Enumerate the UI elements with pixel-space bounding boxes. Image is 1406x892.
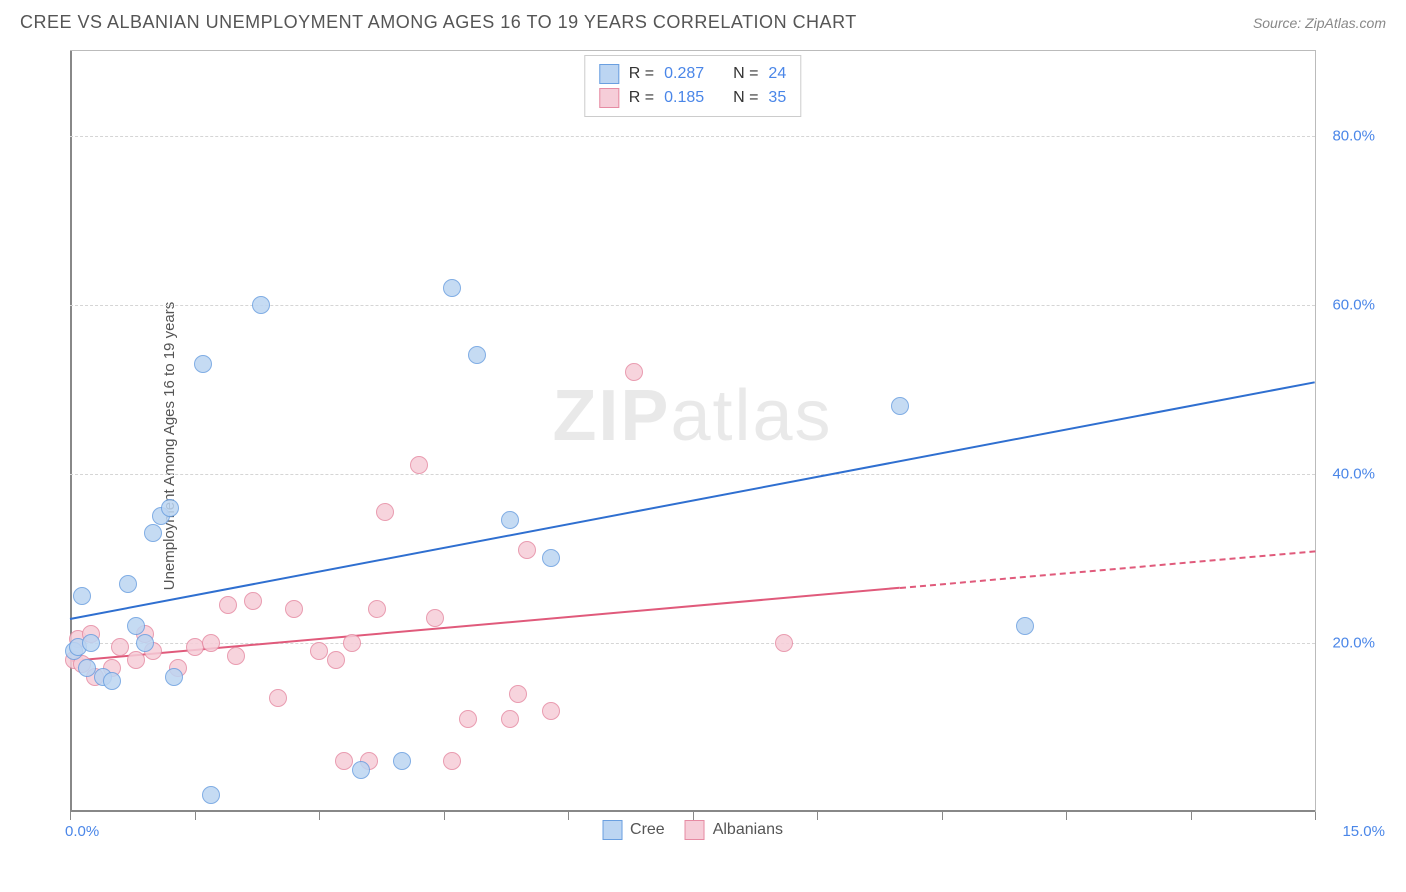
marker-cree [393,752,411,770]
r-label: R = [629,65,654,83]
marker-albanians [509,685,527,703]
marker-albanians [542,702,560,720]
marker-cree [194,355,212,373]
y-tick-label: 20.0% [1332,634,1375,651]
y-tick-label: 60.0% [1332,296,1375,313]
marker-cree [161,499,179,517]
marker-albanians [285,600,303,618]
marker-albanians [625,363,643,381]
swatch-cree-icon [602,820,622,840]
swatch-cree-icon [599,64,619,84]
marker-cree [352,761,370,779]
chart-title: CREE VS ALBANIAN UNEMPLOYMENT AMONG AGES… [20,12,857,33]
marker-cree [202,786,220,804]
y-tick-label: 80.0% [1332,127,1375,144]
marker-cree [144,524,162,542]
marker-cree [165,668,183,686]
marker-albanians [376,503,394,521]
swatch-albanians-icon [685,820,705,840]
marker-albanians [368,600,386,618]
r-value-albanians: 0.185 [664,89,704,107]
x-tick [1191,812,1192,820]
marker-cree [78,659,96,677]
marker-cree [127,617,145,635]
trend-line [900,550,1315,589]
y-tick-label: 40.0% [1332,465,1375,482]
marker-albanians [202,634,220,652]
marker-cree [252,296,270,314]
marker-albanians [459,710,477,728]
n-value-cree: 24 [768,65,786,83]
marker-albanians [127,651,145,669]
marker-albanians [219,596,237,614]
legend-stats-row-albanians: R = 0.185 N = 35 [599,86,786,110]
marker-albanians [518,541,536,559]
legend-item-albanians: Albanians [685,820,783,840]
marker-albanians [186,638,204,656]
x-tick [444,812,445,820]
x-tick [319,812,320,820]
marker-albanians [775,634,793,652]
legend-label-cree: Cree [630,821,665,839]
marker-albanians [244,592,262,610]
marker-cree [1016,617,1034,635]
marker-cree [443,279,461,297]
marker-albanians [501,710,519,728]
swatch-albanians-icon [599,88,619,108]
marker-albanians [426,609,444,627]
x-tick [70,812,71,820]
plot-area: ZIPatlas R = 0.287 N = 24 R = 0.185 N = … [70,50,1316,812]
y-axis-line [70,51,72,812]
marker-cree [136,634,154,652]
legend-label-albanians: Albanians [713,821,783,839]
n-value-albanians: 35 [768,89,786,107]
marker-cree [73,587,91,605]
marker-cree [82,634,100,652]
r-value-cree: 0.287 [664,65,704,83]
x-tick-max: 15.0% [1342,823,1385,840]
marker-cree [891,397,909,415]
marker-albanians [310,642,328,660]
n-label: N = [733,89,758,107]
x-tick-min: 0.0% [65,823,99,840]
legend-stats: R = 0.287 N = 24 R = 0.185 N = 35 [584,55,801,117]
gridline [70,136,1315,137]
x-tick [817,812,818,820]
marker-cree [542,549,560,567]
watermark-zip: ZIP [552,376,670,456]
r-label: R = [629,89,654,107]
watermark: ZIPatlas [552,375,832,457]
n-label: N = [733,65,758,83]
x-tick [568,812,569,820]
marker-cree [103,672,121,690]
marker-albanians [327,651,345,669]
trend-line [70,381,1315,620]
marker-albanians [335,752,353,770]
x-tick [1315,812,1316,820]
chart-container: Unemployment Among Ages 16 to 19 years Z… [50,50,1386,842]
source-label: Source: ZipAtlas.com [1253,15,1386,31]
legend-item-cree: Cree [602,820,665,840]
x-tick [1066,812,1067,820]
marker-albanians [343,634,361,652]
marker-cree [501,511,519,529]
gridline [70,474,1315,475]
x-tick [195,812,196,820]
marker-albanians [410,456,428,474]
marker-albanians [269,689,287,707]
x-tick [693,812,694,820]
legend-series: Cree Albanians [602,820,783,840]
x-tick [942,812,943,820]
watermark-atlas: atlas [670,376,832,456]
marker-cree [119,575,137,593]
marker-albanians [443,752,461,770]
marker-albanians [227,647,245,665]
legend-stats-row-cree: R = 0.287 N = 24 [599,62,786,86]
marker-cree [468,346,486,364]
marker-albanians [111,638,129,656]
